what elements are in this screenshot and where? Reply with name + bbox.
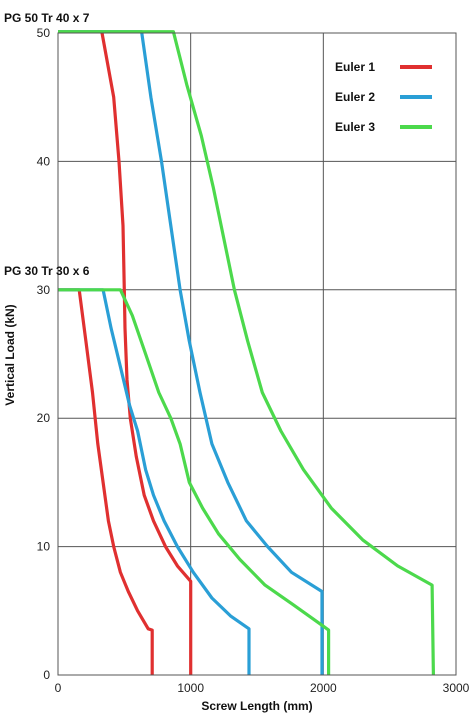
y-axis-title: Vertical Load (kN) [3, 304, 17, 405]
x-tick-label-0: 0 [55, 681, 62, 695]
y-tick-label-0: 0 [43, 668, 50, 682]
legend-box [326, 48, 452, 140]
series-line-pg50-euler3 [58, 30, 435, 676]
y-tick-label-2: 20 [37, 411, 51, 425]
series-line-pg30-euler3 [58, 288, 331, 675]
series-lines [58, 30, 435, 676]
x-tick-label-1: 1000 [177, 681, 204, 695]
annotation-pg50: PG 50 Tr 40 x 7 [4, 11, 90, 25]
y-tick-label-1: 10 [37, 540, 51, 554]
y-tick-label-3: 30 [37, 283, 51, 297]
x-tick-label-3: 3000 [443, 681, 470, 695]
series-line-pg30-euler2 [58, 288, 251, 675]
legend-label-euler1: Euler 1 [335, 60, 375, 74]
x-tick-label-2: 2000 [310, 681, 337, 695]
y-tick-label-4: 40 [37, 154, 51, 168]
x-tick-labels: 0 1000 2000 3000 [55, 681, 470, 695]
x-axis-title: Screw Length (mm) [201, 699, 312, 713]
series-line-pg50-euler2 [58, 30, 324, 675]
legend: Euler 1 Euler 2 Euler 3 [326, 48, 452, 140]
series-line-pg30-euler1 [58, 288, 154, 675]
legend-label-euler3: Euler 3 [335, 120, 375, 134]
annotation-pg30: PG 30 Tr 30 x 6 [4, 264, 90, 278]
axes [57, 32, 457, 676]
y-tick-labels: 0 10 20 30 40 50 [37, 26, 51, 682]
y-tick-label-5: 50 [37, 26, 51, 40]
plot-border [57, 32, 457, 676]
legend-label-euler2: Euler 2 [335, 90, 375, 104]
